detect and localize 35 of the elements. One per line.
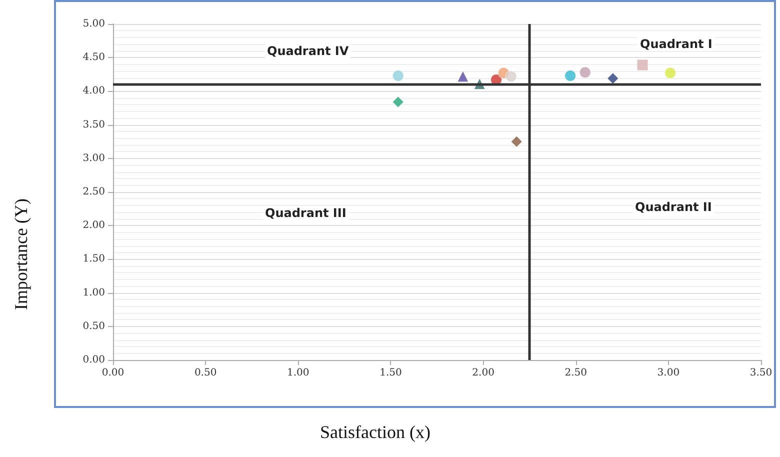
x-tick-label: 3.50 <box>750 368 772 378</box>
point <box>607 72 619 84</box>
x-tick-label: 2.50 <box>564 368 587 378</box>
x-tick-label: 2.00 <box>472 368 494 378</box>
y-tick-label: 3.00 <box>82 152 105 164</box>
y-tick-label: 2.50 <box>82 186 105 198</box>
point <box>636 59 648 71</box>
point <box>392 70 404 82</box>
x-tick-label: 0.00 <box>102 368 124 378</box>
y-tick-label: 4.50 <box>82 52 105 64</box>
point <box>664 67 676 79</box>
x-tick-label: 3.00 <box>657 368 680 378</box>
y-tick-label: 1.00 <box>82 287 105 298</box>
annotation: Quadrant I <box>640 37 712 51</box>
point <box>564 70 576 82</box>
y-tick-label: 0.00 <box>82 354 105 366</box>
y-tick-label: 5.00 <box>82 18 105 30</box>
x-tick-label: 1.50 <box>380 368 402 378</box>
annotation: Quadrant IV <box>267 44 350 58</box>
point <box>510 136 522 148</box>
x-tick-label: 1.00 <box>287 368 310 378</box>
x-axis-title: Satisfaction (x) <box>320 422 430 442</box>
y-tick-label: 2.00 <box>82 220 105 232</box>
point <box>457 70 469 82</box>
y-tick-label: 3.50 <box>82 119 105 130</box>
annotation: Quadrant II <box>635 200 712 214</box>
y-tick-label: 1.50 <box>82 254 105 265</box>
y-axis-title: Importance (Y) <box>11 198 31 310</box>
y-tick-label: 0.50 <box>82 320 105 332</box>
y-tick-label: 4.00 <box>82 86 105 97</box>
point <box>505 70 517 82</box>
point <box>579 66 591 78</box>
annotation: Quadrant III <box>265 206 346 220</box>
x-tick-label: 0.50 <box>194 368 217 378</box>
point <box>392 96 404 108</box>
